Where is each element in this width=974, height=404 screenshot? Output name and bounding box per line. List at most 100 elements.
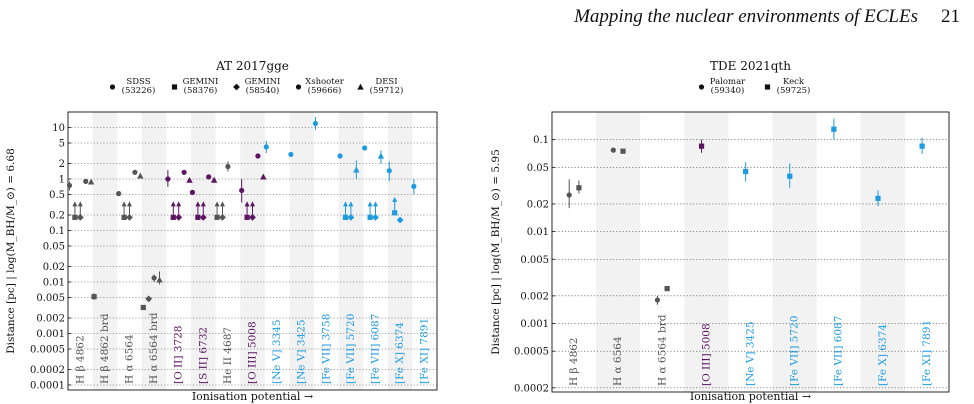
- marker-circle: [83, 178, 89, 184]
- marker-circle: [165, 176, 171, 182]
- marker-circle: [654, 297, 661, 303]
- page-header: Mapping the nuclear environments of ECLE…: [0, 0, 974, 44]
- limit-arrow-head: [367, 201, 373, 207]
- marker-circle: [566, 192, 572, 198]
- marker-square: [787, 173, 793, 179]
- data-point: [165, 169, 171, 187]
- category-label: [Fe XI] 7891: [921, 320, 933, 386]
- category-band: [772, 112, 817, 392]
- data-point: [206, 174, 212, 180]
- category-label: [Fe X] 6374: [394, 322, 406, 384]
- legend-marker-1: [171, 84, 178, 90]
- category-band: [860, 112, 905, 392]
- chart-title: TDE 2021qth: [710, 59, 791, 73]
- category-label: [Ne V] 3425: [296, 319, 308, 384]
- marker-circle: [312, 120, 319, 127]
- y-tick-label: 0.02: [43, 262, 65, 273]
- category-label: [S II] 6732: [197, 327, 209, 384]
- limit-arrow-head: [250, 201, 255, 207]
- legend-mjd: (59712): [370, 85, 404, 96]
- category-label: [O II] 3728: [173, 326, 185, 385]
- y-tick-label: 0.0002: [30, 365, 65, 376]
- marker-square: [91, 294, 97, 300]
- y-tick-label: 0.001: [520, 319, 549, 330]
- data-point: [411, 179, 417, 195]
- data-point: [137, 172, 144, 179]
- legend-mjd: (53226): [122, 85, 156, 96]
- data-point: [654, 295, 661, 305]
- marker-square: [576, 185, 582, 191]
- data-point: [181, 169, 187, 175]
- y-tick-label: 0.0005: [514, 347, 549, 358]
- marker-circle: [132, 169, 138, 175]
- y-axis-label: Distance [pc] | log(M_BH/M_⊙) = 5.95: [490, 149, 503, 355]
- limit-arrow-head: [195, 201, 201, 207]
- marker-circle: [151, 275, 157, 281]
- limit-arrow-head: [127, 201, 132, 207]
- marker-circle: [181, 169, 187, 175]
- category-label: [Ne V] 3425: [745, 321, 757, 386]
- limit-arrow-head: [214, 201, 220, 207]
- y-tick-label: 0.01: [527, 227, 549, 238]
- category-label: [Fe VII] 5720: [789, 316, 801, 386]
- limit-arrow-head: [244, 201, 250, 207]
- category-band: [289, 112, 314, 390]
- data-point: [337, 153, 343, 159]
- category-label: H α 6564: [612, 336, 624, 386]
- category-label: [Fe VII] 5720: [345, 314, 357, 384]
- data-point: [664, 285, 670, 292]
- data-point: [312, 116, 319, 130]
- data-point: [87, 178, 95, 185]
- marker-diamond: [145, 295, 153, 303]
- legend-label: Keck: [783, 77, 805, 87]
- data-point: [199, 201, 207, 221]
- legend-marker-0: [109, 84, 116, 90]
- marker-square: [743, 168, 749, 175]
- category-label: H α 6564 brd: [656, 314, 668, 386]
- legend-label: Xshooter: [305, 77, 345, 87]
- data-point: [386, 161, 392, 182]
- data-point: [919, 137, 925, 154]
- data-point: [576, 180, 582, 194]
- data-point: [353, 160, 360, 180]
- category-label: [Fe VII] 3758: [320, 314, 332, 384]
- data-point: [140, 304, 146, 311]
- data-point: [121, 201, 127, 220]
- category-label: H α 6564: [124, 334, 136, 384]
- y-tick-label: 10: [52, 123, 65, 134]
- data-point: [116, 191, 122, 197]
- legend-marker-3: [295, 84, 302, 90]
- category-band: [92, 112, 118, 390]
- data-point: [170, 201, 176, 220]
- legend-label: GEMINI: [183, 77, 219, 87]
- marker-triangle: [156, 276, 163, 283]
- legend-mjd: (58376): [184, 85, 218, 96]
- data-point: [214, 201, 220, 220]
- data-point: [189, 189, 196, 195]
- marker-square: [875, 195, 881, 201]
- data-point: [372, 201, 379, 221]
- category-band: [240, 112, 265, 390]
- limit-arrow-head: [200, 201, 206, 207]
- marker-triangle: [87, 178, 95, 185]
- y-tick-label: 0.5: [49, 190, 65, 201]
- y-tick-label: 0.0002: [514, 383, 549, 394]
- category-label: [O III] 5008: [247, 321, 259, 384]
- marker-square: [620, 148, 626, 154]
- category-band: [387, 112, 413, 390]
- y-tick-label: 0.05: [527, 163, 549, 174]
- y-tick-label: 0.05: [43, 242, 65, 253]
- data-point: [377, 150, 385, 164]
- data-point: [186, 176, 193, 183]
- limit-arrow-head: [121, 201, 127, 207]
- marker-triangle: [137, 172, 144, 179]
- y-tick-label: 0.01: [43, 278, 65, 289]
- marker-circle: [225, 163, 231, 170]
- x-axis-label: Ionisation potential →: [192, 390, 313, 403]
- marker-circle: [610, 147, 616, 153]
- category-band: [191, 112, 216, 390]
- y-tick-label: 5: [59, 139, 65, 150]
- data-point: [255, 153, 261, 159]
- y-tick-label: 0.002: [520, 291, 549, 302]
- y-tick-label: 0.02: [527, 199, 549, 210]
